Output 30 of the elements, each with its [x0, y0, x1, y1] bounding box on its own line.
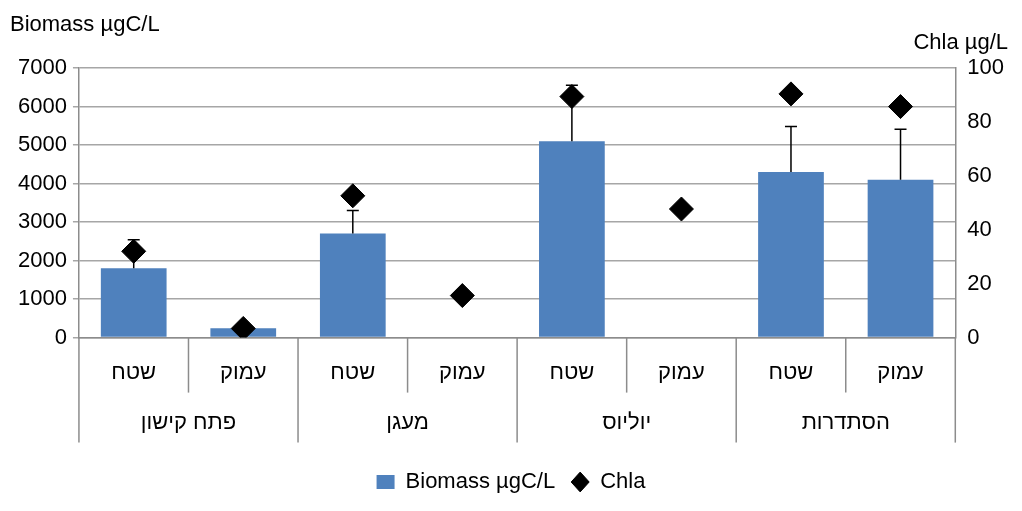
y2-axis-title: Chla µg/L	[913, 29, 1008, 55]
x-tick-label: עמוק	[219, 358, 267, 384]
y-tick-label: 0	[54, 323, 67, 349]
y-tick-label: 2000	[17, 246, 67, 272]
y2-tick-label: 0	[967, 323, 980, 349]
y-tick-label: 5000	[17, 131, 67, 157]
text: פתח קישון	[140, 408, 237, 434]
x-tick-label: עמוק	[658, 358, 705, 384]
x-tick-label: עמוק	[439, 358, 486, 384]
y2-tick-label: 40	[967, 215, 992, 241]
legend-label: Biomass µgC/L	[405, 468, 556, 494]
y-axis-title: Biomass µgC/L	[10, 11, 160, 37]
text: יוליוס	[602, 408, 652, 434]
y-tick-label: 3000	[17, 208, 67, 234]
x-tick-label: שטח	[549, 358, 595, 384]
x-tick-label: שטח	[768, 358, 814, 384]
y2-tick-label: 100	[967, 54, 1005, 80]
x-tick-label: שטח	[330, 358, 376, 384]
y2-tick-label: 20	[967, 269, 992, 295]
y-tick-label: 7000	[17, 54, 67, 80]
y-tick-label: 6000	[17, 92, 67, 118]
y-tick-label: 4000	[17, 169, 67, 195]
y2-tick-label: 80	[967, 107, 992, 133]
y-tick-label: 1000	[17, 285, 67, 311]
x-tick-label: עמוק	[877, 358, 924, 384]
x-tick-label: שטח	[111, 358, 157, 384]
legend-label: Chla	[600, 468, 647, 494]
text: מעגן	[386, 408, 429, 434]
text: הסתדרות	[801, 408, 890, 434]
y2-tick-label: 60	[967, 161, 992, 187]
